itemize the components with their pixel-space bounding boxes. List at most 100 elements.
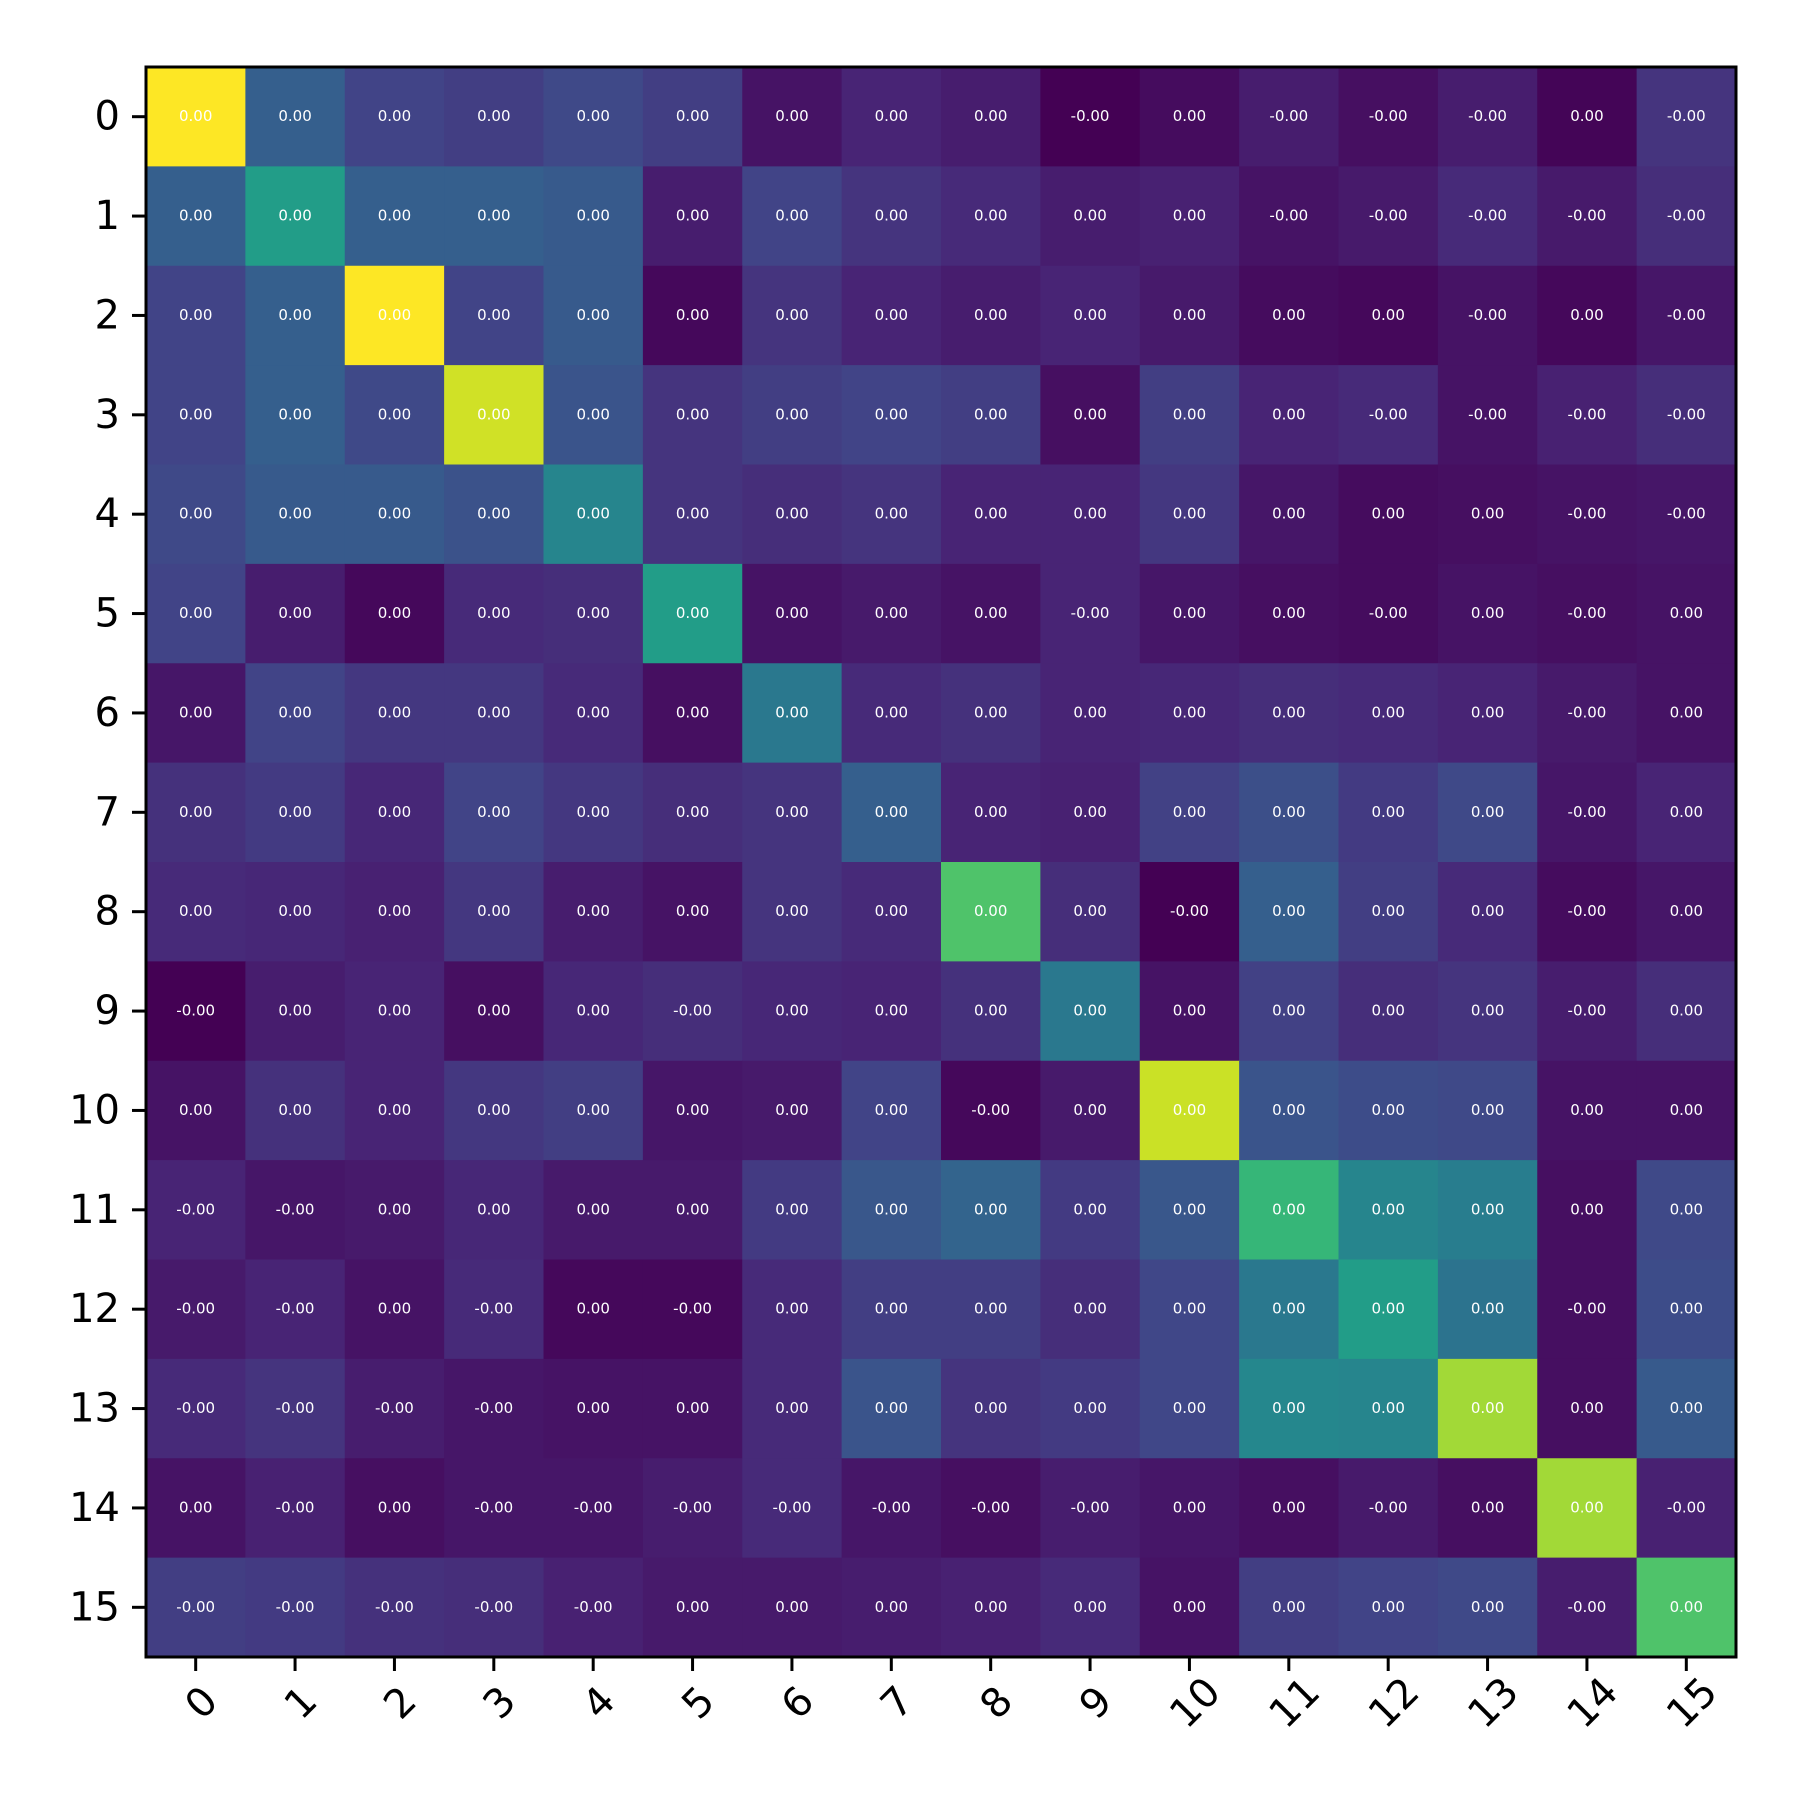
- cell-value-label: 0.00: [1272, 803, 1305, 821]
- cell-value-label: 0.00: [1173, 1200, 1206, 1218]
- cell-value-label: 0.00: [179, 1101, 212, 1119]
- heatmap-cell: [742, 166, 843, 267]
- y-tick-label: 15: [69, 1584, 120, 1630]
- heatmap-cell: [742, 1259, 843, 1360]
- cell-value-label: -0.00: [1369, 405, 1408, 423]
- cell-value-label: 0.00: [775, 902, 808, 920]
- y-tick-label: 9: [95, 988, 120, 1034]
- y-tick-label: 4: [95, 491, 120, 537]
- heatmap-cell: [1636, 1060, 1737, 1161]
- heatmap-cell: [642, 166, 743, 267]
- cell-value-label: 0.00: [378, 1200, 411, 1218]
- y-tick-label: 6: [95, 690, 120, 736]
- cell-value-label: 0.00: [576, 107, 609, 125]
- cell-value-label: 0.00: [179, 703, 212, 721]
- heatmap-cell: [1636, 365, 1737, 466]
- heatmap-cell: [941, 1160, 1041, 1261]
- heatmap-cell: [1636, 265, 1737, 366]
- heatmap-cell: [642, 67, 743, 167]
- heatmap-cell: [742, 464, 843, 565]
- heatmap-cell: [642, 1259, 743, 1360]
- cell-value-label: 0.00: [775, 1300, 808, 1318]
- cell-value-label: 0.00: [676, 405, 709, 423]
- heatmap-cell: [642, 663, 743, 764]
- cell-value-label: 0.00: [676, 1399, 709, 1417]
- heatmap-cell: [1139, 1259, 1240, 1360]
- heatmap-cell: [941, 563, 1041, 664]
- cell-value-label: 0.00: [974, 405, 1007, 423]
- heatmap-cell: [941, 1259, 1041, 1360]
- cell-value-label: 0.00: [676, 703, 709, 721]
- cell-value-label: 0.00: [278, 207, 311, 225]
- cell-value-label: 0.00: [1073, 803, 1106, 821]
- cell-value-label: 0.00: [775, 107, 808, 125]
- y-tick-label: 13: [69, 1386, 120, 1432]
- cell-value-label: 0.00: [775, 207, 808, 225]
- heatmap-cell: [1239, 1259, 1340, 1360]
- heatmap-cell: [742, 265, 843, 366]
- heatmap-cell: [245, 1557, 346, 1658]
- heatmap-cell: [742, 1358, 843, 1459]
- heatmap-cell: [1636, 464, 1737, 565]
- heatmap-cell: [742, 1458, 843, 1559]
- cell-value-label: 0.00: [1272, 703, 1305, 721]
- heatmap-cell: [1437, 1458, 1538, 1559]
- heatmap-cell: [1437, 166, 1538, 267]
- heatmap-cell: [1338, 663, 1439, 764]
- cell-value-label: 0.00: [1272, 604, 1305, 622]
- heatmap-cell: [344, 1160, 445, 1261]
- heatmap-cell: [146, 1458, 246, 1559]
- heatmap-cell: [146, 1358, 246, 1459]
- heatmap-cell: [941, 1557, 1041, 1658]
- cell-value-label: 0.00: [775, 604, 808, 622]
- cell-value-label: 0.00: [1272, 1200, 1305, 1218]
- cell-value-label: 0.00: [775, 306, 808, 324]
- cell-value-label: 0.00: [974, 107, 1007, 125]
- cell-value-label: 0.00: [974, 306, 1007, 324]
- cell-value-label: 0.00: [179, 803, 212, 821]
- heatmap-cell: [1040, 1557, 1141, 1658]
- heatmap-cell: [941, 663, 1041, 764]
- cell-value-label: 0.00: [1471, 1300, 1504, 1318]
- heatmap-cell: [444, 1358, 545, 1459]
- cell-value-label: 0.00: [1173, 1498, 1206, 1516]
- heatmap-cell: [1338, 1358, 1439, 1459]
- heatmap-cell: [841, 1060, 942, 1161]
- heatmap-cell: [1040, 1060, 1141, 1161]
- heatmap-cell: [146, 67, 246, 167]
- y-tick-label: 10: [69, 1087, 120, 1133]
- cell-value-label: 0.00: [278, 306, 311, 324]
- cell-value-label: -0.00: [673, 1300, 712, 1318]
- heatmap-cell: [444, 464, 545, 565]
- cell-value-label: 0.00: [1371, 306, 1404, 324]
- heatmap-cell: [1040, 67, 1141, 167]
- heatmap-cell: [1537, 1458, 1638, 1559]
- heatmap-cell: [344, 1458, 445, 1559]
- heatmap-cell: [245, 862, 346, 962]
- cell-value-label: 0.00: [676, 1200, 709, 1218]
- cell-value-label: -0.00: [1568, 703, 1607, 721]
- heatmap-cell: [1537, 961, 1638, 1062]
- cell-value-label: 0.00: [1471, 505, 1504, 523]
- heatmap-cell: [742, 762, 843, 863]
- heatmap-cell: [1437, 961, 1538, 1062]
- cell-value-label: 0.00: [1570, 107, 1603, 125]
- cell-value-label: 0.00: [875, 703, 908, 721]
- cell-value-label: 0.00: [1471, 604, 1504, 622]
- cell-value-label: -0.00: [872, 1498, 911, 1516]
- heatmap-cell: [444, 862, 545, 962]
- cell-value-label: -0.00: [474, 1598, 513, 1616]
- heatmap-cell: [1636, 663, 1737, 764]
- cell-value-label: 0.00: [1073, 902, 1106, 920]
- heatmap-cell: [1437, 1060, 1538, 1161]
- cell-value-label: 0.00: [1173, 1300, 1206, 1318]
- heatmap-cell: [841, 663, 942, 764]
- heatmap-cell: [543, 1358, 644, 1459]
- cell-value-label: -0.00: [375, 1399, 414, 1417]
- heatmap-cell: [146, 1259, 246, 1360]
- heatmap-cell: [1437, 663, 1538, 764]
- cell-value-label: 0.00: [1471, 803, 1504, 821]
- cell-value-label: 0.00: [875, 902, 908, 920]
- cell-value-label: 0.00: [576, 1300, 609, 1318]
- cell-value-label: -0.00: [971, 1101, 1010, 1119]
